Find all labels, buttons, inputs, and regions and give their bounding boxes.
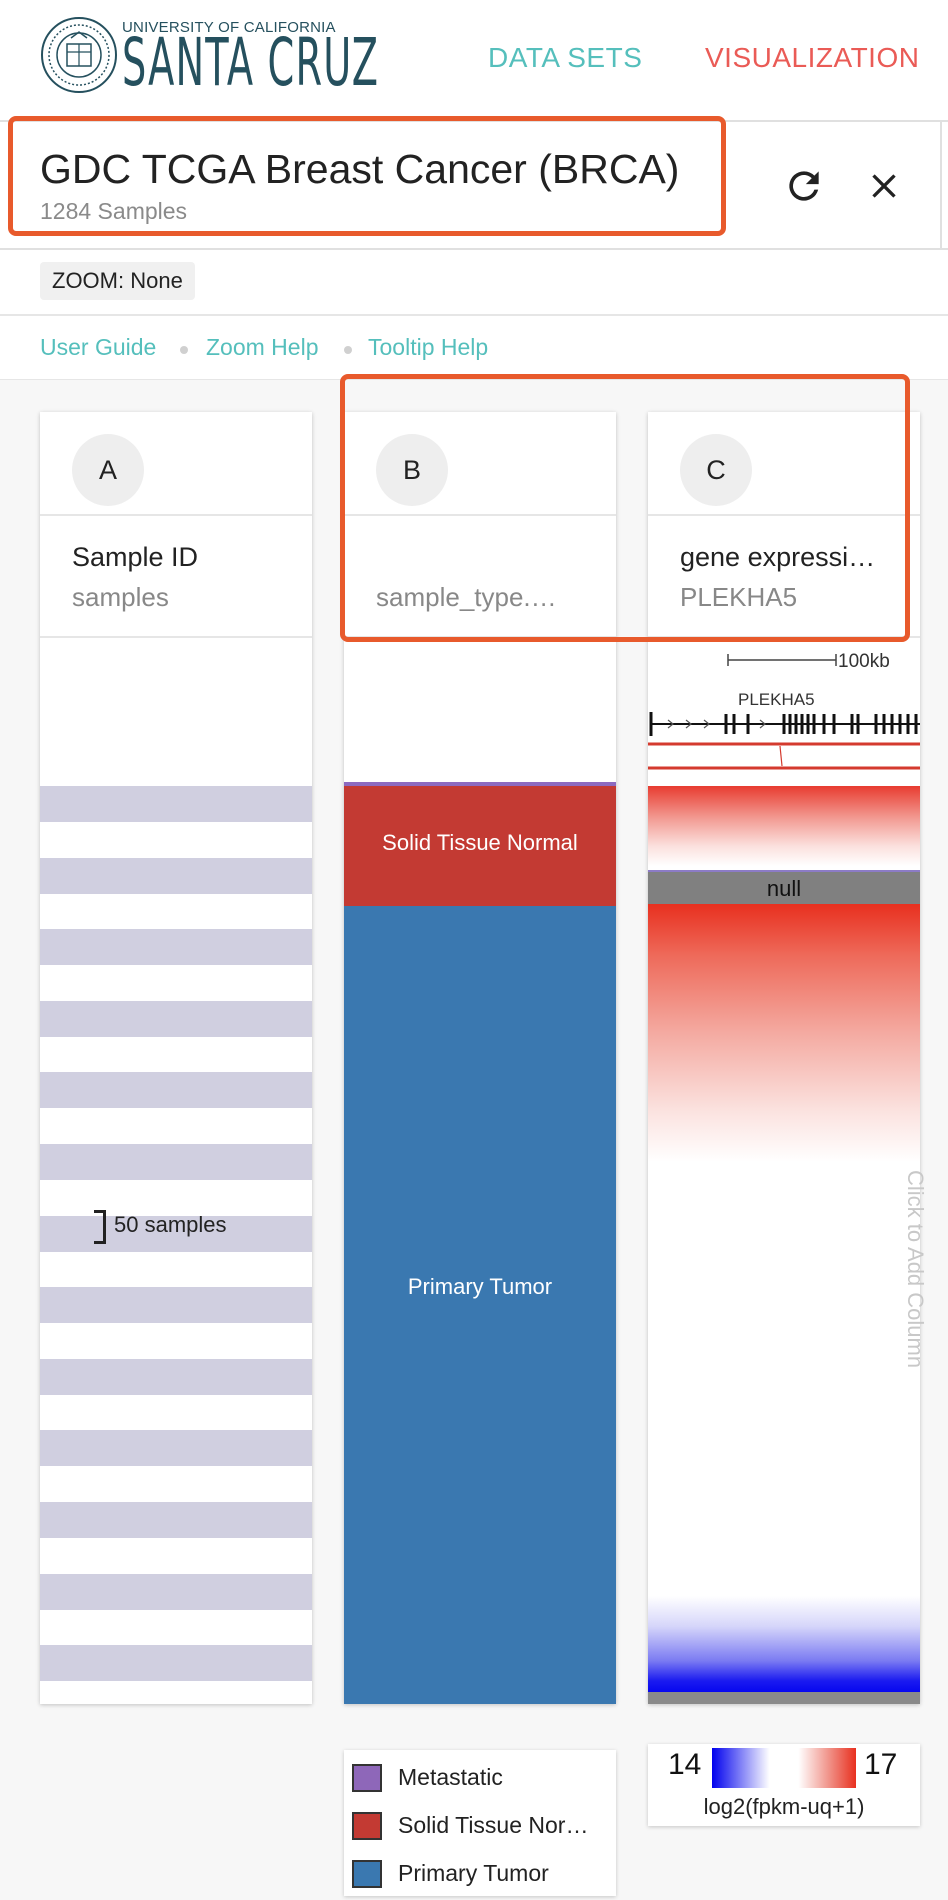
expression-heatmap-tumor-high (648, 904, 920, 1162)
expression-legend: 14 17 log2(fpkm-uq+1) (648, 1744, 920, 1826)
legend-max-value: 17 (864, 1748, 898, 1781)
sample-stripe (40, 786, 312, 822)
nav-visualization[interactable]: VISUALIZATION (705, 42, 920, 73)
app-header: UNIVERSITY OF CALIFORNIA SANTA CRUZ DATA… (0, 0, 948, 120)
sample-count-label: 50 samples (114, 1212, 227, 1237)
ucsc-logo[interactable]: UNIVERSITY OF CALIFORNIA SANTA CRUZ (40, 16, 378, 100)
missing-data-band (648, 1692, 920, 1704)
segment-label: Solid Tissue Normal (382, 830, 578, 855)
university-name: UNIVERSITY OF CALIFORNIA (122, 19, 336, 36)
segment-label: Primary Tumor (407, 1274, 553, 1299)
solid-tissue-normal-segment[interactable]: Solid Tissue Normal (344, 786, 616, 906)
zoom-status-chip: ZOOM: None (40, 262, 195, 300)
campus-name: SANTA CRUZ (122, 24, 380, 101)
sample-stripe (40, 1144, 312, 1180)
sample-type-legend: Metastatic Solid Tissue Nor… Primary Tum… (344, 1750, 616, 1896)
separator-dot (180, 346, 188, 354)
cohort-title[interactable]: GDC TCGA Breast Cancer (BRCA) (40, 146, 680, 192)
sample-stripe (40, 1072, 312, 1109)
legend-label: Solid Tissue Nor… (398, 1812, 589, 1838)
nav-data-sets[interactable]: DATA SETS (488, 42, 643, 73)
gene-name-label: PLEKHA5 (738, 690, 815, 709)
column-letter-a[interactable]: A (72, 434, 144, 506)
sample-stripe (40, 857, 312, 894)
refresh-icon[interactable] (782, 164, 826, 208)
column-titles: Sample ID samples (40, 516, 312, 638)
column-sample-type: B sample_type.… Solid Tissue Normal Prim… (344, 412, 616, 1704)
legend-item: Primary Tumor (352, 1854, 612, 1894)
legend-label: Primary Tumor (398, 1860, 549, 1886)
expression-heatmap-tumor-low (648, 1596, 920, 1696)
metastatic-segment (344, 782, 616, 786)
gene-expression-track[interactable]: 100kb PLEKHA5 (648, 640, 920, 1704)
legend-item: Solid Tissue Nor… (352, 1806, 612, 1846)
column-letter-c[interactable]: C (680, 434, 752, 506)
null-label: null (766, 876, 802, 901)
legend-min-value: 14 (668, 1748, 702, 1781)
sample-stripe (40, 1358, 312, 1395)
add-column-hint[interactable]: Click to Add Column (903, 1170, 928, 1368)
legend-item: Metastatic (352, 1758, 612, 1798)
sample-stripe (40, 1573, 312, 1610)
column-field-label[interactable]: Sample ID (72, 542, 199, 572)
column-gene-expression: C gene expressi… PLEKHA5 100kb PLEKHA5 (648, 412, 920, 1704)
user-guide-link[interactable]: User Guide (40, 334, 157, 360)
legend-unit-label: log2(fpkm-uq+1) (703, 1794, 865, 1819)
sample-stripe (40, 929, 312, 966)
color-scale-bar (712, 1748, 856, 1788)
tooltip-help-link[interactable]: Tooltip Help (368, 334, 489, 360)
cohort-highlight-box (8, 116, 726, 236)
column-sample-id: A Sample ID samples 50 samples (40, 412, 312, 1704)
sample-stripe (40, 1502, 312, 1538)
sample-stripe (40, 1215, 312, 1252)
null-band: null (648, 870, 920, 904)
columns-highlight-box (340, 374, 910, 642)
divider (940, 122, 942, 248)
legend-swatch (352, 1812, 382, 1840)
column-header: B (344, 412, 616, 516)
legend-swatch (352, 1860, 382, 1888)
sample-stripe (40, 1430, 312, 1467)
sample-bracket-icon (94, 1210, 106, 1244)
column-header: C (648, 412, 920, 516)
university-seal-icon (41, 17, 117, 93)
cohort-bar: GDC TCGA Breast Cancer (BRCA) 1284 Sampl… (0, 116, 948, 250)
cohort-sample-count: 1284 Samples (40, 198, 188, 224)
sample-type-track[interactable]: Solid Tissue Normal Primary Tumor (344, 640, 616, 1704)
help-bar: User Guide Zoom Help Tooltip Help (0, 316, 948, 380)
separator-dot (344, 346, 352, 354)
sample-stripe (40, 1287, 312, 1324)
sample-stripe (40, 1000, 312, 1037)
sample-stripe (40, 1645, 312, 1682)
legend-swatch (352, 1764, 382, 1792)
gene-model: 100kb PLEKHA5 (648, 651, 920, 770)
sample-id-track[interactable]: 50 samples (40, 640, 312, 1704)
column-subtitle: samples (72, 582, 169, 612)
column-letter-b[interactable]: B (376, 434, 448, 506)
primary-tumor-segment[interactable]: Primary Tumor (344, 906, 616, 1704)
zoom-help-link[interactable]: Zoom Help (206, 334, 319, 360)
column-header: A (40, 412, 312, 516)
scale-label: 100kb (838, 651, 890, 672)
legend-label: Metastatic (398, 1764, 503, 1790)
zoom-bar: ZOOM: None (0, 250, 948, 316)
close-icon[interactable] (864, 166, 904, 206)
expression-heatmap-normal (648, 786, 920, 866)
